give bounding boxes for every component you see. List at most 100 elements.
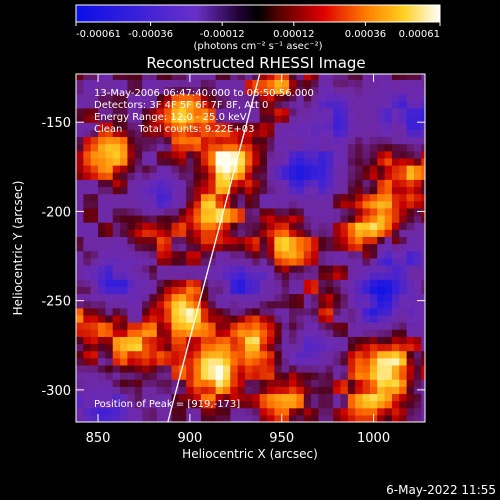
heatmap-pixel: [237, 357, 246, 366]
heatmap-pixel: [413, 100, 422, 109]
heatmap-pixel: [347, 414, 356, 422]
annotation-clean: Clean Total counts: 9.22E+03: [94, 124, 254, 135]
heatmap-pixel: [281, 222, 290, 230]
heatmap-pixel: [289, 364, 298, 373]
heatmap-pixel: [208, 257, 217, 266]
heatmap-pixel: [274, 379, 283, 387]
heatmap-pixel: [98, 243, 106, 252]
heatmap-pixel: [237, 129, 246, 138]
heatmap-pixel: [259, 236, 268, 245]
heatmap-pixel: [208, 107, 217, 116]
heatmap-pixel: [406, 250, 415, 259]
heatmap-pixel: [259, 329, 268, 337]
heatmap-pixel: [120, 236, 129, 245]
heatmap-pixel: [259, 372, 268, 380]
heatmap-pixel: [127, 243, 136, 252]
heatmap-pixel: [230, 79, 239, 88]
heatmap-pixel: [98, 343, 106, 352]
heatmap-pixel: [340, 186, 349, 195]
heatmap-pixel: [90, 300, 99, 309]
heatmap-pixel: [83, 143, 92, 152]
heatmap-pixel: [377, 179, 386, 188]
heatmap-pixel: [178, 329, 187, 337]
heatmap-pixel: [369, 300, 378, 309]
heatmap-pixel: [267, 107, 275, 116]
heatmap-pixel: [208, 364, 217, 373]
heatmap-pixel: [83, 400, 92, 409]
heatmap-pixel: [289, 222, 298, 230]
heatmap-pixel: [120, 93, 129, 102]
heatmap-pixel: [325, 122, 334, 130]
heatmap-pixel: [208, 314, 217, 323]
heatmap-pixel: [127, 115, 136, 123]
heatmap-pixel: [274, 222, 283, 230]
heatmap-pixel: [134, 179, 143, 188]
heatmap-pixel: [296, 400, 305, 409]
heatmap-pixel: [164, 200, 173, 209]
heatmap-pixel: [384, 115, 393, 123]
heatmap-pixel: [340, 243, 349, 252]
heatmap-pixel: [369, 150, 378, 159]
heatmap-pixel: [156, 179, 165, 188]
heatmap-pixel: [421, 350, 425, 359]
heatmap-pixel: [164, 207, 173, 216]
heatmap-pixel: [281, 243, 290, 252]
heatmap-pixel: [355, 379, 364, 387]
heatmap-pixel: [325, 300, 334, 309]
heatmap-pixel: [105, 193, 114, 202]
heatmap-pixel: [134, 322, 143, 330]
heatmap-pixel: [421, 279, 425, 287]
heatmap-pixel: [237, 115, 246, 123]
heatmap-pixel: [406, 157, 415, 166]
heatmap-pixel: [76, 222, 84, 230]
heatmap-pixel: [303, 414, 312, 422]
heatmap-pixel: [296, 279, 305, 287]
heatmap-pixel: [83, 157, 92, 166]
heatmap-pixel: [112, 307, 121, 316]
heatmap-pixel: [178, 165, 187, 173]
heatmap-pixel: [193, 322, 202, 330]
heatmap-pixel: [120, 107, 129, 116]
heatmap-pixel: [281, 336, 290, 345]
colorbar-tick-label: -0.00061: [76, 29, 121, 40]
heatmap-pixel: [303, 379, 312, 387]
heatmap-pixel: [164, 222, 173, 230]
heatmap-pixel: [377, 236, 386, 245]
heatmap-pixel: [149, 336, 158, 345]
heatmap-pixel: [347, 143, 356, 152]
heatmap-pixel: [230, 286, 239, 295]
heatmap-pixel: [178, 372, 187, 380]
heatmap-pixel: [399, 129, 408, 138]
heatmap-pixel: [244, 122, 253, 130]
heatmap-pixel: [171, 407, 180, 416]
heatmap-pixel: [230, 372, 239, 380]
heatmap-pixel: [156, 300, 165, 309]
heatmap-pixel: [369, 122, 378, 130]
heatmap-pixel: [267, 314, 275, 323]
heatmap-pixel: [369, 243, 378, 252]
heatmap-pixel: [230, 364, 239, 373]
heatmap-pixel: [413, 314, 422, 323]
heatmap-pixel: [369, 293, 378, 302]
heatmap-pixel: [391, 414, 400, 422]
heatmap-pixel: [222, 129, 231, 138]
heatmap-pixel: [369, 264, 378, 273]
heatmap-pixel: [208, 150, 217, 159]
heatmap-pixel: [281, 186, 290, 195]
heatmap-pixel: [289, 122, 298, 130]
heatmap-pixel: [237, 93, 246, 102]
heatmap-pixel: [340, 115, 349, 123]
heatmap-pixel: [186, 314, 195, 323]
heatmap-pixel: [171, 264, 180, 273]
heatmap-pixel: [391, 229, 400, 237]
heatmap-pixel: [303, 79, 312, 88]
heatmap-pixel: [171, 229, 180, 237]
heatmap-pixel: [296, 293, 305, 302]
heatmap-pixel: [149, 172, 158, 180]
heatmap-pixel: [311, 229, 320, 237]
heatmap-pixel: [399, 343, 408, 352]
heatmap-pixel: [83, 214, 92, 223]
heatmap-pixel: [230, 350, 239, 359]
plot-date: 6-May-2022 11:55: [386, 483, 496, 497]
heatmap-pixel: [164, 329, 173, 337]
